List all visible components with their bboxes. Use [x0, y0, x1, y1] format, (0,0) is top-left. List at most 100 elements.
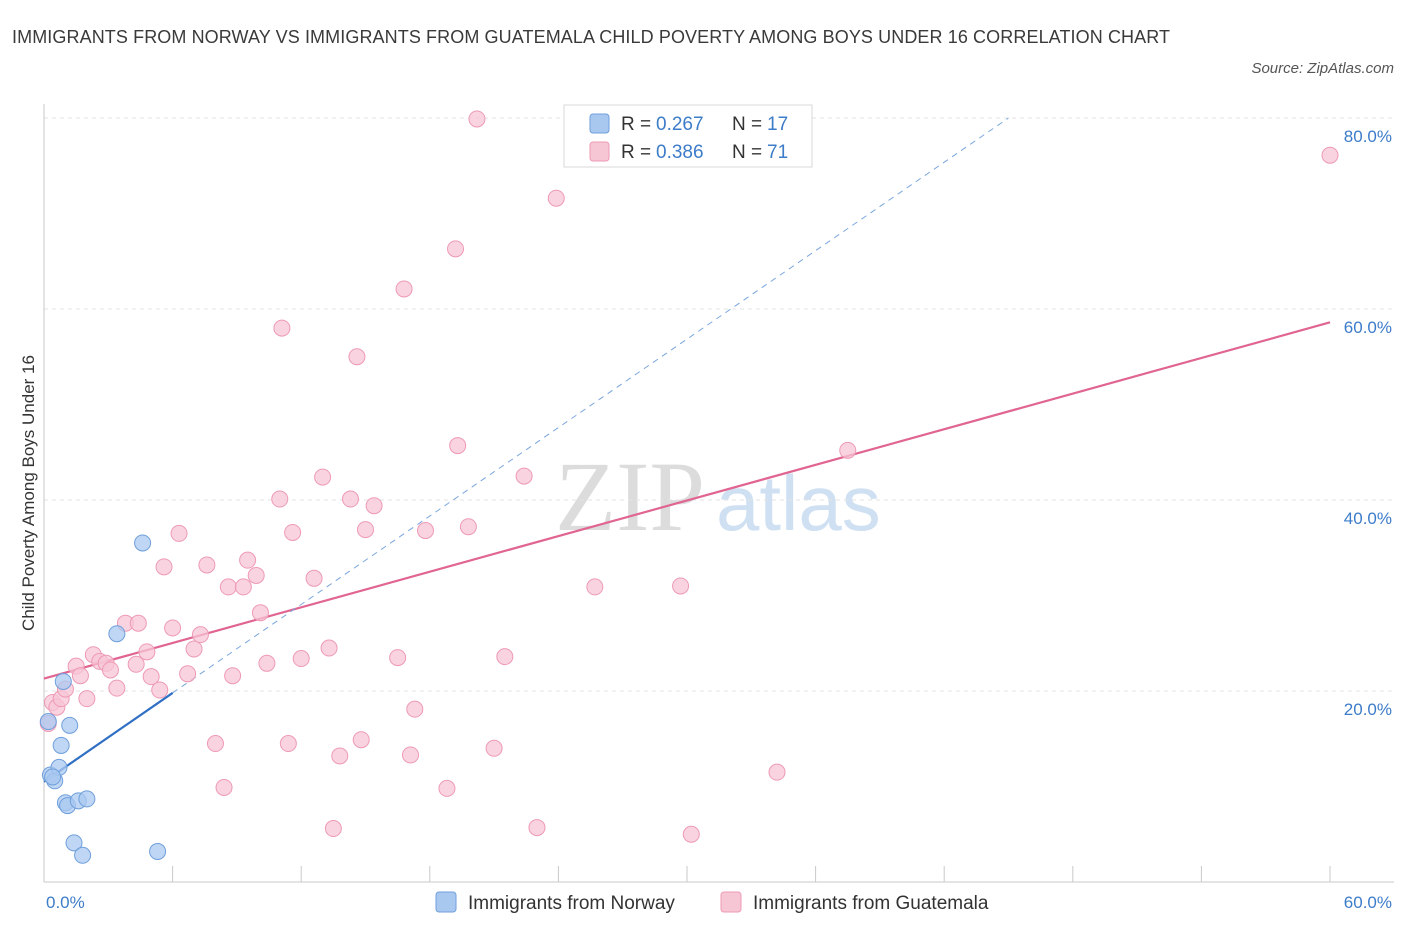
x-tick-marks	[172, 866, 1331, 882]
point-guatemala-29	[224, 667, 242, 685]
point-norway-9	[65, 834, 83, 852]
point-guatemala-66	[682, 825, 700, 843]
point-norway-16	[44, 768, 62, 786]
point-guatemala-60	[496, 648, 514, 666]
point-guatemala-11	[101, 661, 119, 679]
bottom-legend-label-norway: Immigrants from Norway	[468, 893, 675, 914]
point-norway-15	[149, 842, 167, 860]
point-guatemala-6	[71, 667, 89, 685]
point-guatemala-20	[164, 619, 182, 637]
data-points	[39, 110, 1339, 864]
point-guatemala-7	[78, 690, 96, 708]
legend-r-label-2: R =	[621, 142, 651, 163]
point-guatemala-33	[251, 604, 269, 622]
point-guatemala-52	[406, 700, 424, 718]
point-guatemala-37	[284, 523, 302, 541]
bottom-legend-swatch-norway	[435, 891, 457, 913]
point-guatemala-19	[155, 558, 173, 576]
point-guatemala-31	[239, 551, 257, 569]
x-tick-label-min: 0.0%	[46, 893, 85, 912]
point-guatemala-26	[206, 735, 224, 753]
point-guatemala-67	[768, 763, 786, 781]
y-tick-label-60: 60.0%	[1344, 318, 1392, 337]
legend-r-value-1: 0.267	[656, 114, 704, 135]
point-guatemala-50	[395, 280, 413, 298]
point-norway-0	[39, 713, 57, 731]
point-guatemala-49	[389, 649, 407, 667]
legend-r-value-2: 0.386	[656, 142, 704, 163]
point-guatemala-27	[215, 778, 233, 796]
legend-n-value-1: 17	[767, 114, 788, 135]
point-guatemala-57	[459, 518, 477, 536]
watermark-atlas: atlas	[716, 459, 881, 547]
legend-swatch-norway	[589, 113, 610, 134]
point-guatemala-28	[219, 578, 237, 596]
point-guatemala-65	[672, 577, 690, 595]
correlation-legend: R = 0.267 N = 17 R = 0.386 N = 71	[563, 104, 813, 168]
bottom-legend-label-guatemala: Immigrants from Guatemala	[753, 893, 989, 914]
point-guatemala-18	[151, 681, 169, 699]
point-guatemala-25	[198, 556, 216, 574]
point-guatemala-47	[357, 521, 374, 539]
point-guatemala-69	[1321, 146, 1339, 164]
point-guatemala-61	[515, 467, 533, 485]
y-tick-labels: 20.0% 40.0% 60.0% 80.0%	[1344, 127, 1392, 719]
point-guatemala-54	[438, 779, 456, 797]
point-guatemala-35	[271, 490, 289, 508]
legend-n-value-2: 71	[767, 142, 788, 163]
legend-n-label-2: N =	[732, 142, 762, 163]
point-guatemala-34	[258, 654, 276, 672]
point-guatemala-44	[341, 490, 359, 508]
point-guatemala-15	[129, 614, 147, 632]
point-guatemala-12	[108, 679, 126, 697]
point-guatemala-43	[331, 747, 349, 765]
legend-r-label-1: R =	[621, 114, 651, 135]
point-guatemala-21	[170, 524, 188, 542]
point-guatemala-63	[547, 189, 565, 207]
point-norway-8	[61, 716, 79, 734]
point-norway-5	[54, 672, 72, 690]
y-tick-label-80: 80.0%	[1344, 127, 1392, 146]
point-guatemala-17	[142, 668, 160, 686]
point-guatemala-56	[449, 437, 467, 455]
point-guatemala-62	[528, 819, 546, 837]
chart-title: IMMIGRANTS FROM NORWAY VS IMMIGRANTS FRO…	[12, 27, 1171, 47]
series-legend: Immigrants from Norway Immigrants from G…	[435, 891, 989, 914]
point-guatemala-53	[417, 522, 435, 540]
point-guatemala-30	[234, 578, 252, 596]
point-norway-13	[108, 625, 126, 643]
grid-lines	[44, 117, 1394, 692]
bottom-legend-swatch-guatemala	[720, 891, 742, 913]
point-guatemala-59	[485, 739, 503, 757]
trend-line-norway-extension	[172, 117, 1009, 694]
watermark-zip: ZIP	[555, 441, 705, 552]
point-guatemala-38	[292, 650, 310, 668]
point-guatemala-42	[324, 820, 342, 838]
point-guatemala-40	[314, 468, 332, 486]
point-guatemala-46	[352, 731, 370, 749]
point-guatemala-64	[586, 578, 604, 596]
y-tick-label-20: 20.0%	[1344, 700, 1392, 719]
y-tick-label-40: 40.0%	[1344, 509, 1392, 528]
point-norway-12	[78, 790, 96, 808]
point-guatemala-68	[839, 441, 857, 459]
source-label: Source: ZipAtlas.com	[1251, 60, 1394, 77]
point-guatemala-51	[402, 746, 420, 764]
point-guatemala-22	[179, 665, 197, 683]
point-guatemala-36	[279, 735, 297, 753]
point-norway-11	[74, 846, 92, 864]
point-guatemala-16	[138, 643, 156, 661]
point-norway-14	[134, 534, 152, 552]
point-guatemala-48	[365, 497, 383, 515]
point-guatemala-55	[447, 240, 465, 258]
legend-swatch-guatemala	[589, 141, 610, 162]
point-guatemala-32	[247, 566, 265, 584]
y-axis-label: Child Poverty Among Boys Under 16	[19, 355, 38, 631]
point-guatemala-70	[273, 319, 291, 337]
point-guatemala-24	[191, 626, 209, 644]
legend-n-label-1: N =	[732, 114, 762, 135]
x-tick-label-max: 60.0%	[1344, 893, 1392, 912]
point-guatemala-45	[348, 348, 366, 366]
point-guatemala-58	[468, 110, 486, 128]
